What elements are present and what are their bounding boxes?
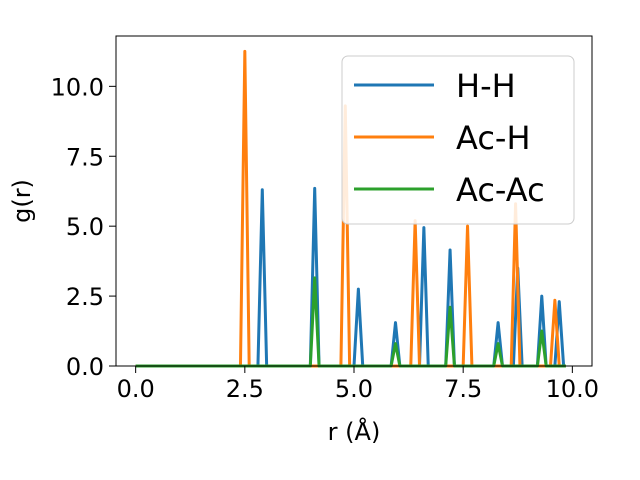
x-axis-ticks: 0.0 2.5 5.0 7.5 10.0 — [117, 366, 599, 403]
x-axis-label: r (Å) — [328, 417, 381, 446]
x-tick-label: 0.0 — [117, 375, 155, 403]
legend-label: Ac-Ac — [456, 171, 545, 209]
x-tick-label: 10.0 — [546, 375, 599, 403]
y-tick-label: 0.0 — [66, 353, 104, 381]
y-tick-label: 7.5 — [66, 143, 104, 171]
x-tick-label: 7.5 — [444, 375, 482, 403]
y-tick-label: 5.0 — [66, 213, 104, 241]
x-tick-label: 2.5 — [226, 375, 264, 403]
legend: H-H Ac-H Ac-Ac — [341, 55, 575, 225]
series-line-ac-ac — [135, 276, 566, 368]
y-tick-label: 10.0 — [51, 73, 104, 101]
y-axis-label: g(r) — [8, 179, 36, 223]
legend-label: H-H — [456, 67, 516, 105]
x-tick-label: 5.0 — [335, 375, 373, 403]
y-tick-label: 2.5 — [66, 283, 104, 311]
y-axis-ticks: 0.0 2.5 5.0 7.5 10.0 — [51, 73, 116, 381]
legend-label: Ac-H — [456, 119, 531, 157]
legend-box — [341, 55, 575, 225]
